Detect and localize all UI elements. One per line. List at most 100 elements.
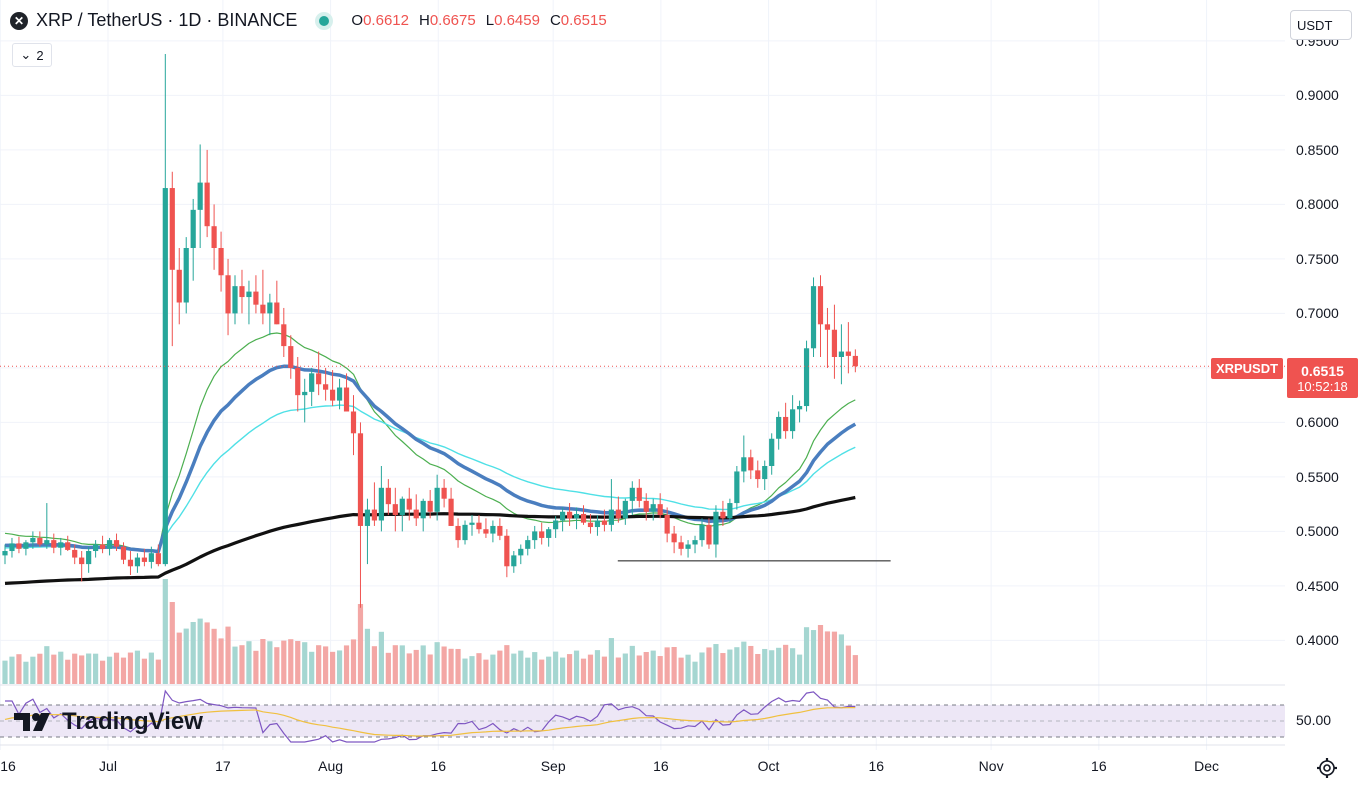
- candle-body: [434, 487, 440, 512]
- volume-bar: [323, 646, 329, 684]
- volume-bar: [671, 647, 677, 684]
- candle-body: [490, 525, 496, 534]
- indicators-collapse-toggle[interactable]: ⌄ 2: [12, 43, 52, 67]
- time-axis-label: 16: [430, 758, 447, 774]
- candle-body: [378, 487, 384, 521]
- candle-body: [239, 286, 245, 298]
- volume-bar: [378, 631, 384, 684]
- ohlc-value: 0.6612: [363, 12, 409, 29]
- price-axis-label: 0.7500: [1296, 250, 1339, 267]
- price-axis-label: 0.9000: [1296, 87, 1339, 104]
- gear-icon[interactable]: [1316, 757, 1338, 779]
- chart-area[interactable]: [0, 0, 1285, 789]
- ohlc-value: 0.6459: [494, 12, 540, 29]
- currency-selector[interactable]: USDT: [1290, 10, 1352, 40]
- volume-bar: [650, 650, 656, 684]
- time-axis-label: Sep: [540, 758, 566, 774]
- volume-bar: [288, 639, 294, 684]
- candle-body: [678, 542, 684, 549]
- candle-body: [93, 544, 99, 552]
- candle-body: [734, 471, 740, 504]
- ohlc-value: 0.6675: [429, 12, 476, 29]
- x-logo-icon[interactable]: ✕: [10, 11, 28, 30]
- candle-body: [783, 416, 789, 432]
- candle-body: [420, 500, 426, 519]
- candle-body: [357, 433, 364, 526]
- volume-bar: [838, 634, 844, 684]
- volume-bar: [99, 660, 106, 684]
- volume-bar: [79, 655, 85, 684]
- candle-body: [162, 188, 168, 565]
- candle-body: [399, 498, 405, 516]
- ohlc-key: H: [418, 12, 430, 29]
- candle-body: [476, 522, 482, 530]
- volume-bar: [748, 645, 754, 684]
- time-axis-label: 16: [868, 758, 885, 774]
- volume-bar: [127, 652, 134, 684]
- candle-body: [587, 522, 594, 528]
- time-axis-label: Aug: [318, 758, 344, 774]
- candle-body: [483, 529, 489, 534]
- ohlc-key: L: [485, 12, 495, 29]
- volume-bar: [776, 647, 782, 684]
- rsi-level-label: 50.00: [1296, 712, 1332, 728]
- volume-bar: [810, 630, 817, 684]
- volume-bar: [274, 647, 280, 684]
- candle-body: [176, 269, 182, 303]
- candle-body: [497, 525, 503, 536]
- volume-bar: [267, 641, 273, 684]
- volume-bar: [246, 641, 252, 684]
- volume-bar: [364, 628, 371, 684]
- candle-body: [309, 373, 315, 392]
- time-axis-label: Jul: [99, 758, 117, 774]
- candle-body: [23, 542, 29, 549]
- candle-body: [594, 520, 601, 528]
- volume-bar: [357, 604, 364, 684]
- price-axis-label: 0.4500: [1296, 577, 1339, 594]
- volume-bar: [65, 659, 71, 684]
- volume-bar: [817, 625, 824, 684]
- candle-body: [79, 557, 85, 565]
- last-price-tag: 0.6515 10:52:18: [1287, 358, 1358, 398]
- volume-bar: [741, 641, 747, 684]
- candle-body: [546, 529, 552, 538]
- candle-body: [629, 487, 635, 501]
- volume-bar: [831, 631, 838, 684]
- indicator-count: 2: [36, 47, 44, 63]
- volume-bar: [504, 645, 510, 684]
- volume-bar: [281, 640, 287, 684]
- volume-bar: [434, 642, 440, 684]
- candle-body: [246, 291, 252, 298]
- price-axis-label: 0.4000: [1296, 632, 1339, 649]
- symbol-title[interactable]: XRP / TetherUS · 1D · BINANCE: [36, 10, 298, 30]
- candle-body: [16, 543, 22, 549]
- volume-bar: [678, 657, 684, 684]
- candle-body: [601, 520, 608, 525]
- candle-body: [817, 286, 824, 325]
- candle-body: [316, 373, 322, 385]
- volume-bar: [657, 656, 663, 684]
- currency-label: USDT: [1297, 17, 1333, 33]
- candle-body: [553, 520, 559, 530]
- candle-body: [336, 387, 343, 401]
- candle-body: [566, 511, 573, 519]
- price-axis-label: 0.8000: [1296, 196, 1339, 213]
- candle-body: [127, 559, 134, 567]
- volume-bar: [713, 644, 719, 684]
- candle-body: [232, 286, 238, 314]
- volume-bar: [371, 646, 378, 684]
- candle-body: [845, 351, 851, 356]
- ohlc-c: C0.6515: [550, 12, 607, 29]
- volume-bar: [601, 656, 608, 684]
- price-chart[interactable]: [0, 0, 1285, 789]
- tradingview-logo[interactable]: TradingView: [14, 708, 203, 736]
- volume-bar: [51, 654, 57, 684]
- volume-bar: [120, 657, 127, 684]
- logo-text: TradingView: [62, 708, 203, 735]
- candle-body: [727, 503, 733, 519]
- ohlc-key: O: [351, 12, 364, 29]
- volume-bar: [783, 644, 789, 684]
- volume-bar: [253, 650, 259, 684]
- price-axis-label: 0.5500: [1296, 468, 1339, 485]
- candle-body: [65, 542, 71, 550]
